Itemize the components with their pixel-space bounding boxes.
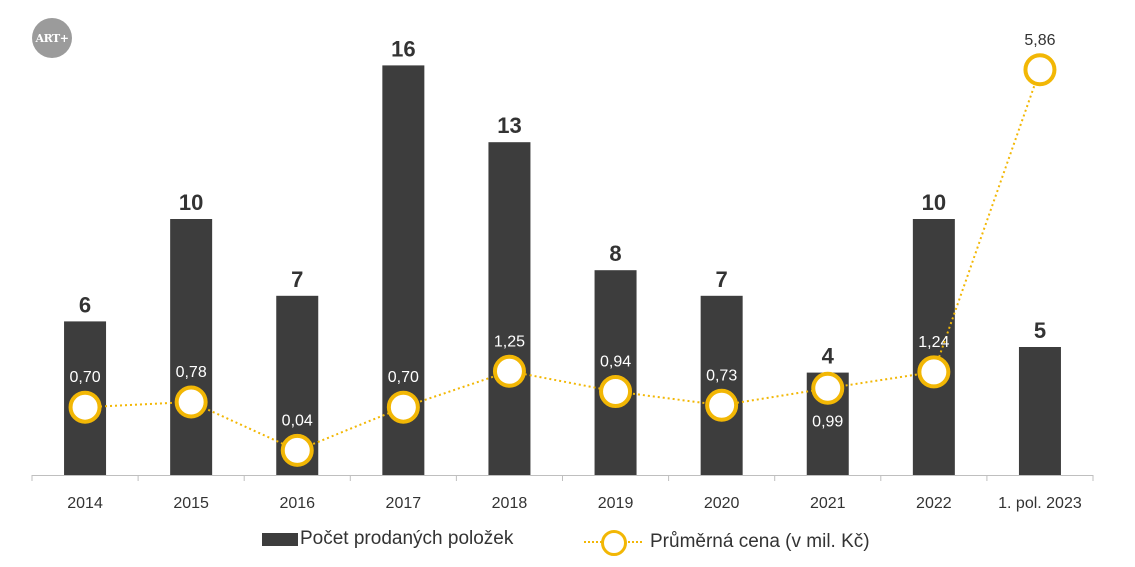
line-point bbox=[917, 355, 951, 389]
bar-value-label: 5 bbox=[1034, 318, 1046, 343]
bar bbox=[170, 219, 213, 475]
chart-legend: Počet prodaných položek Průměrná cena (v… bbox=[0, 528, 1135, 556]
legend-line-swatch bbox=[584, 528, 642, 556]
bar bbox=[912, 219, 955, 475]
line-value-label: 0,04 bbox=[282, 412, 313, 429]
line-point bbox=[68, 390, 102, 424]
bar-value-label: 10 bbox=[922, 190, 946, 215]
bar-series: 6 10 7 16 13 8 7 4 10 5 bbox=[64, 36, 1061, 476]
x-tick-label: 2019 bbox=[598, 495, 634, 512]
line-series: 0,70 0,78 0,04 0,70 1,25 0,94 0,73 0,99 1,24 5,86 bbox=[68, 32, 1057, 467]
line-value-label: 0,94 bbox=[600, 354, 631, 371]
bar-value-label: 7 bbox=[291, 267, 303, 292]
art-plus-logo: ART+ bbox=[32, 18, 72, 58]
bar bbox=[594, 270, 637, 475]
bar-value-label: 13 bbox=[497, 113, 521, 138]
x-tick-label: 2022 bbox=[916, 495, 952, 512]
line-value-label: 0,99 bbox=[812, 413, 843, 430]
bar-value-label: 8 bbox=[609, 241, 621, 266]
x-tick-label: 2016 bbox=[279, 495, 315, 512]
line-point bbox=[1023, 53, 1057, 87]
x-tick-label: 2017 bbox=[386, 495, 422, 512]
x-axis: 2014 2015 2016 2017 2018 2019 2020 2021 2022 1. p… bbox=[31, 475, 1094, 512]
bar bbox=[1018, 347, 1061, 475]
line-point bbox=[386, 390, 420, 424]
line-point bbox=[705, 388, 739, 422]
bar-value-label: 7 bbox=[716, 267, 728, 292]
line-point bbox=[280, 433, 314, 467]
line-point bbox=[492, 354, 526, 388]
x-tick-label: 2014 bbox=[67, 495, 103, 512]
line-point bbox=[811, 371, 845, 405]
logo-text: ART+ bbox=[35, 31, 69, 45]
line-value-label: 0,70 bbox=[388, 369, 419, 386]
line-series-path bbox=[85, 69, 1041, 452]
line-value-label: 1,25 bbox=[494, 333, 525, 350]
bar-value-label: 6 bbox=[79, 292, 91, 317]
bar-value-label: 10 bbox=[179, 190, 203, 215]
x-tick-label: 2015 bbox=[173, 495, 209, 512]
bar bbox=[488, 142, 531, 475]
x-tick-label: 2021 bbox=[810, 495, 846, 512]
line-point bbox=[174, 385, 208, 419]
legend-bar-label: Počet prodaných položek bbox=[300, 528, 514, 549]
x-tick-label: 2020 bbox=[704, 495, 740, 512]
x-tick-label: 2018 bbox=[492, 495, 528, 512]
bar bbox=[700, 295, 743, 475]
line-value-label: 0,78 bbox=[176, 364, 207, 381]
legend-line-label: Průměrná cena (v mil. Kč) bbox=[650, 531, 870, 552]
line-value-label: 5,86 bbox=[1024, 32, 1055, 49]
legend-item-bars: Počet prodaných položek bbox=[262, 528, 513, 550]
line-value-label: 0,70 bbox=[69, 369, 100, 386]
bar-value-label: 4 bbox=[822, 344, 835, 369]
line-value-label: 0,73 bbox=[706, 367, 737, 384]
bar-value-label: 16 bbox=[391, 36, 415, 61]
line-point bbox=[599, 375, 633, 409]
line-value-label: 1,24 bbox=[918, 334, 949, 351]
legend-item-line: Průměrná cena (v mil. Kč) bbox=[584, 528, 870, 556]
legend-bar-swatch bbox=[262, 532, 298, 546]
x-tick-label: 1. pol. 2023 bbox=[998, 495, 1082, 512]
